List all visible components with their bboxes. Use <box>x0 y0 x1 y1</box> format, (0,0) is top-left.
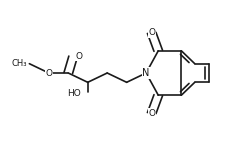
Text: O: O <box>148 28 155 37</box>
Text: O: O <box>148 109 155 118</box>
Text: CH₃: CH₃ <box>11 59 27 68</box>
Text: O: O <box>76 52 83 61</box>
Text: HO: HO <box>67 89 81 98</box>
Text: O: O <box>45 68 52 78</box>
Text: N: N <box>142 68 150 78</box>
